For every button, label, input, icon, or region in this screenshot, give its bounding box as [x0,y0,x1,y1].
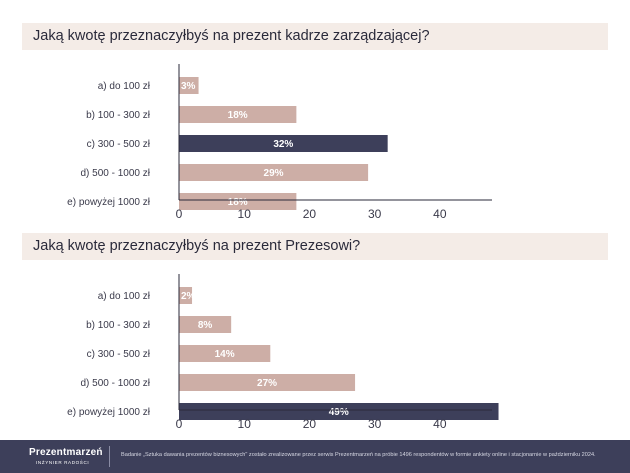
chart-2-plot: a) do 100 zł 2% b) 100 - 300 zł 8% c) 300 - … [67,274,499,431]
x-tick-label: 30 [368,417,382,431]
footer-divider [109,446,110,467]
footer-tagline: INŻYNIER RADOŚCI [36,460,90,465]
category-label: b) 100 - 300 zł [86,320,151,331]
x-tick-label: 30 [368,207,382,221]
category-label: c) 300 - 500 zł [87,139,151,150]
bar [179,374,356,391]
chart-2-title: Jaką kwotę przeznaczyłbyś na prezent Pre… [22,233,608,260]
category-label: c) 300 - 500 zł [87,349,151,360]
category-label: a) do 100 zł [98,291,151,302]
x-tick-label: 10 [238,417,252,431]
x-tick-label: 0 [176,207,183,221]
value-label: 14% [215,349,235,360]
value-label: 3% [181,81,196,92]
footer: Prezentmarzeń INŻYNIER RADOŚCI Badanie „… [0,440,630,473]
footer-note: Badanie „Sztuka dawania prezentów biznes… [121,452,596,458]
bar [179,403,499,420]
value-label: 18% [228,197,248,208]
category-label: d) 500 - 1000 zł [81,378,151,389]
value-label: 27% [257,378,277,389]
value-label: 32% [273,139,293,150]
value-label: 49% [329,407,349,418]
bar [179,164,369,181]
category-label: e) powyżej 1000 zł [67,407,151,418]
bar [179,135,388,152]
bar [179,316,232,333]
x-tick-label: 40 [433,207,447,221]
footer-logo: Prezentmarzeń [29,447,103,458]
bar [179,345,271,362]
x-tick-label: 0 [176,417,183,431]
value-label: 8% [198,320,213,331]
bar [179,77,199,94]
value-label: 18% [228,110,248,121]
bar [179,287,193,304]
chart-1-title: Jaką kwotę przeznaczyłbyś na prezent kad… [22,23,608,50]
category-label: b) 100 - 300 zł [86,110,151,121]
bar [179,193,297,210]
x-tick-label: 40 [433,417,447,431]
bar [179,106,297,123]
x-tick-label: 10 [238,207,252,221]
x-tick-label: 20 [303,207,317,221]
category-label: e) powyżej 1000 zł [67,197,151,208]
chart-1-plot: a) do 100 zł 3% b) 100 - 300 zł 18% c) 300 -… [67,64,492,221]
category-label: d) 500 - 1000 zł [81,168,151,179]
value-label: 29% [264,168,284,179]
value-label: 2% [181,291,196,302]
category-label: a) do 100 zł [98,81,151,92]
x-tick-label: 20 [303,417,317,431]
